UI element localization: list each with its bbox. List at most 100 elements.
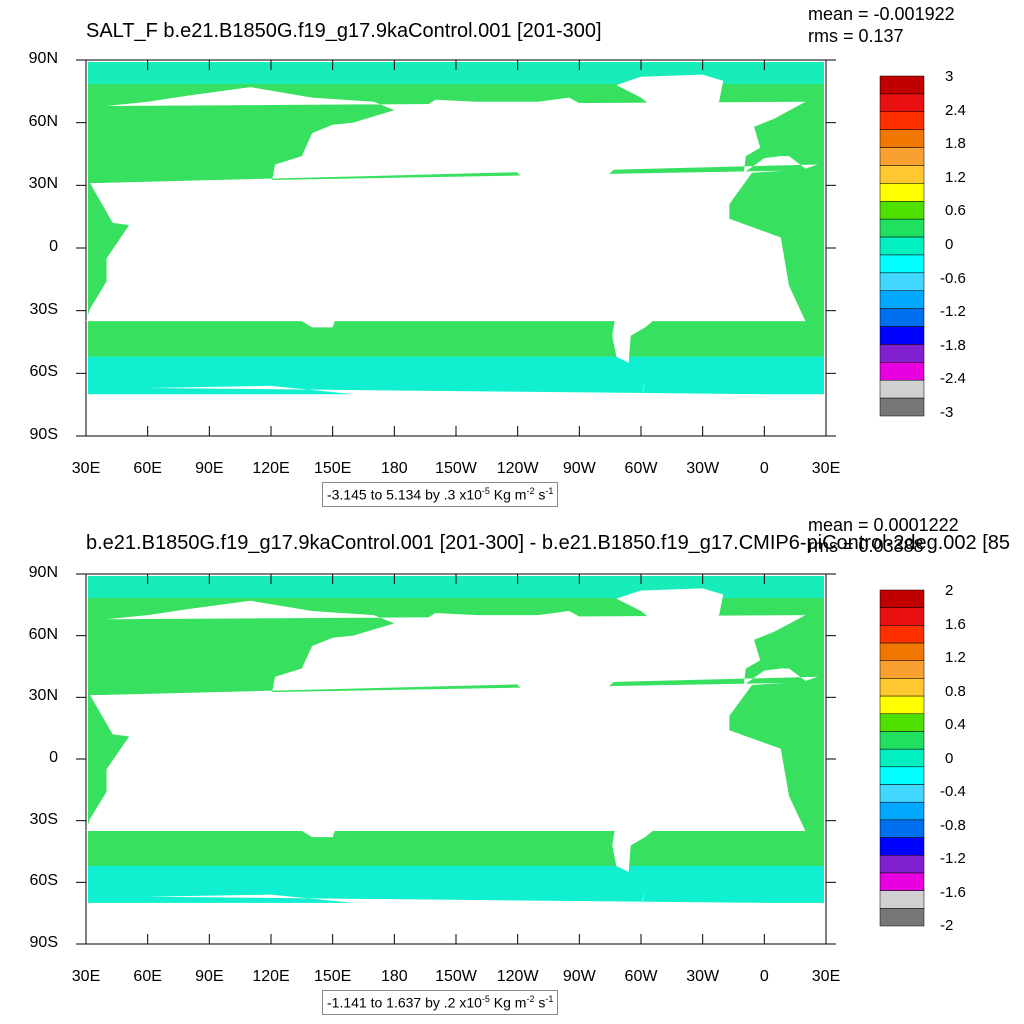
rms-label: rms = 0.03388: [808, 536, 924, 556]
lon-label: 150E: [313, 460, 352, 477]
colorbar-swatch: [879, 819, 925, 838]
colorbar-label: -0.4: [940, 783, 966, 800]
range-s: s: [534, 994, 546, 1011]
ocean-layer: [86, 62, 824, 436]
lon-label: 120W: [496, 968, 539, 985]
lon-label: 90W: [562, 968, 596, 985]
lon-label: 90E: [195, 968, 224, 985]
range-units: Kg m: [489, 486, 527, 503]
range-exp2: -2: [526, 994, 535, 1004]
lon-label: 180: [380, 968, 408, 985]
panel-top: SALT_F b.e21.B1850G.f19_g17.9kaControl.0…: [28, 4, 966, 507]
colorbar-swatch: [879, 111, 925, 130]
lon-label: 30E: [71, 968, 101, 985]
land-mass: [147, 888, 765, 944]
land-mass: [616, 74, 724, 123]
lon-label: 60E: [133, 460, 162, 477]
land-mass: [90, 600, 818, 743]
colorbar-label: 0: [945, 236, 954, 253]
tick-marks: [76, 573, 836, 945]
range-s: s: [534, 486, 546, 503]
lat-label: 0: [49, 238, 58, 255]
land-mass: [419, 611, 652, 743]
lon-label: 150W: [435, 968, 477, 985]
lat-label: 30N: [28, 687, 58, 705]
colorbar-swatch: [879, 837, 925, 856]
colorbar-label: 1.2: [945, 649, 966, 666]
colorbar-label: 0.4: [945, 716, 966, 733]
lat-label: 60N: [28, 112, 58, 130]
lon-label: 120W: [496, 460, 539, 477]
tick-marks: [76, 59, 836, 437]
lon-label: 60W: [624, 968, 658, 985]
colorbar-swatch: [879, 678, 925, 697]
colorbar-swatch: [879, 607, 925, 626]
colorbar-swatch: [879, 695, 925, 715]
colorbar-label: 1.2: [945, 168, 966, 186]
colorbar-swatch: [879, 236, 925, 256]
land-mass: [597, 736, 693, 873]
panel-title: SALT_F b.e21.B1850G.f19_g17.9kaControl.0…: [86, 20, 602, 42]
map-svg-bottom: [76, 573, 925, 945]
lon-label: 60E: [133, 968, 162, 985]
lat-label: 30S: [29, 300, 58, 318]
colorbar-swatch: [879, 272, 925, 291]
lon-label: 180: [380, 460, 408, 477]
southern-ocean-band: [88, 356, 824, 395]
colorbar-label: -2.4: [940, 370, 966, 388]
lon-label: 150E: [313, 968, 352, 985]
lat-label: 60S: [29, 363, 58, 381]
mean-label: mean = -0.001922: [808, 4, 955, 24]
colorbar-swatch: [879, 165, 925, 184]
colorbar-label: 0: [945, 749, 954, 767]
land-mass: [616, 588, 724, 636]
colorbar-label: -3: [940, 404, 954, 421]
lon-label: 0: [759, 460, 769, 477]
southern-ocean-band: [88, 865, 824, 903]
range-text: -1.141 to 1.637 by .2 x10: [327, 994, 482, 1011]
lon-label: 30E: [71, 460, 101, 477]
colorbar-swatch: [879, 801, 925, 821]
range-exp3: -1: [545, 486, 554, 496]
range-exp: -5: [481, 994, 490, 1004]
land-mass: [90, 87, 818, 232]
colorbar-label: 1.6: [945, 615, 966, 633]
colorbar-label: 2: [945, 582, 954, 599]
rms-label: rms = 0.137: [808, 26, 904, 46]
lat-label: 90N: [28, 564, 58, 581]
colorbar-label: 3: [945, 68, 954, 85]
range-text: -3.145 to 5.134 by .3 x10: [327, 486, 482, 503]
colorbar-label: -1.8: [940, 336, 966, 354]
lon-label: 150W: [435, 460, 477, 477]
lon-label: 0: [759, 968, 769, 985]
colorbar-swatch: [879, 890, 925, 909]
land-mass: [258, 270, 341, 328]
colorbar-swatch: [879, 625, 925, 644]
lat-label: 90N: [28, 50, 58, 67]
range-exp: -5: [481, 486, 490, 496]
lat-label: 30N: [28, 175, 58, 193]
colorbar-swatch: [879, 872, 925, 891]
colorbar-swatch: [879, 93, 925, 113]
colorbar-label: -1.2: [940, 850, 966, 867]
lon-label: 30E: [811, 968, 841, 985]
colorbar-swatch: [879, 254, 925, 274]
range-exp2: -2: [526, 486, 535, 496]
colorbar-swatch: [879, 748, 925, 768]
range-units: Kg m: [489, 994, 527, 1011]
map-svg-top: [76, 59, 925, 437]
range-box: -1.141 to 1.637 by .2 x10-5 Kg m-2 s-1: [322, 990, 559, 1015]
colorbar-label: -0.8: [940, 816, 966, 834]
colorbar-swatch: [879, 660, 925, 679]
colorbar-swatch: [879, 344, 925, 363]
range-box: -3.145 to 5.134 by .3 x10-5 Kg m-2 s-1: [322, 482, 559, 507]
lon-label: 120E: [252, 968, 290, 985]
mean-label: mean = 0.0001222: [808, 515, 959, 535]
colorbar-label: 1.8: [945, 135, 966, 153]
lon-label: 30E: [811, 460, 841, 477]
colorbar-swatch: [879, 642, 925, 661]
lon-label: 90E: [195, 460, 224, 477]
lat-label: 60N: [28, 625, 58, 643]
lat-label: 30S: [29, 810, 58, 828]
colorbar-swatch: [879, 731, 925, 750]
